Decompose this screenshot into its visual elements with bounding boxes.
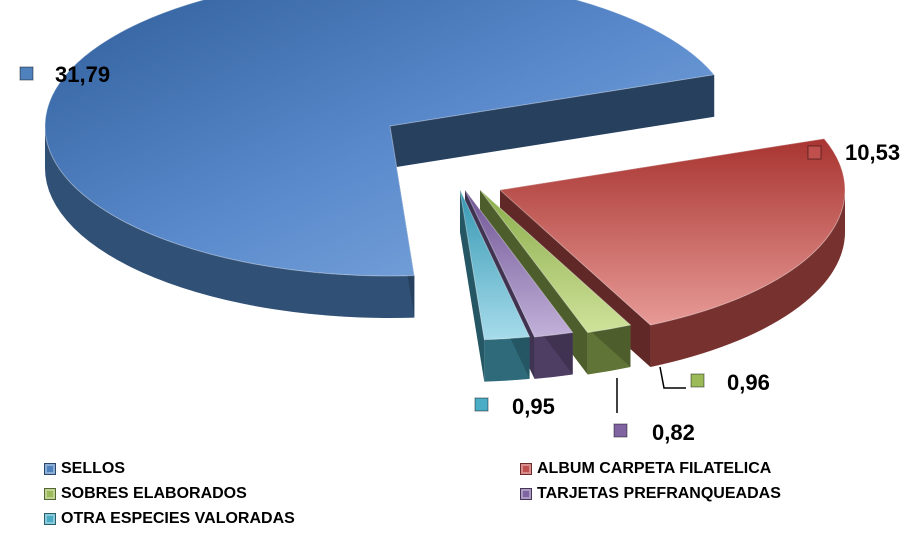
legend: SELLOS ALBUM CARPETA FILATELICA SOBRES E… xyxy=(44,458,864,530)
legend-item-otra-especies-valoradas: OTRA ESPECIES VALORADAS xyxy=(44,508,520,530)
legend-label: OTRA ESPECIES VALORADAS xyxy=(61,510,295,527)
legend-swatch xyxy=(520,463,532,475)
pie-cut-shade xyxy=(390,74,715,168)
pie-cut-shade xyxy=(460,190,485,382)
data-label-swatch-sellos xyxy=(19,66,34,81)
data-label-swatch-otra xyxy=(474,397,489,412)
pie-side-shade xyxy=(650,190,845,367)
legend-item-tarjetas-prefranqueadas: TARJETAS PREFRANQUEADAS xyxy=(520,483,864,505)
legend-item-sellos: SELLOS xyxy=(44,458,520,480)
leader-line-sobres xyxy=(659,366,686,389)
legend-item-sobres-elaborados: SOBRES ELABORADOS xyxy=(44,483,520,505)
pie-side-shade xyxy=(45,126,415,318)
pie-side-album xyxy=(650,190,845,367)
data-label-otra: 0,95 xyxy=(512,394,555,419)
pie-side-sellos xyxy=(45,126,415,318)
data-label-swatch-album xyxy=(807,145,822,160)
data-label-sellos: 31,79 xyxy=(55,62,110,87)
data-label-sobres: 0,96 xyxy=(727,370,770,395)
legend-swatch xyxy=(44,463,56,475)
legend-label: SELLOS xyxy=(61,460,126,477)
legend-swatch xyxy=(44,488,56,500)
legend-label: TARJETAS PREFRANQUEADAS xyxy=(537,485,781,502)
data-label-swatch-sobres xyxy=(690,373,705,388)
pie-slice-album xyxy=(498,138,846,326)
pie-slice-otra xyxy=(459,189,531,341)
legend-swatch xyxy=(520,488,532,500)
legend-label: ALBUM CARPETA FILATELICA xyxy=(537,460,772,477)
data-label-album: 10,53 xyxy=(845,140,900,165)
legend-swatch xyxy=(44,513,56,525)
data-label-swatch-tarjetas xyxy=(613,423,628,438)
pie-slice-sellos xyxy=(44,0,716,277)
data-label-tarjetas: 0,82 xyxy=(652,420,695,445)
pie-slice-sobres xyxy=(479,189,632,334)
pie-slice-tarjetas xyxy=(464,189,574,338)
legend-label: SOBRES ELABORADOS xyxy=(61,485,247,502)
legend-item-album-carpeta-filatelica: ALBUM CARPETA FILATELICA xyxy=(520,458,864,480)
